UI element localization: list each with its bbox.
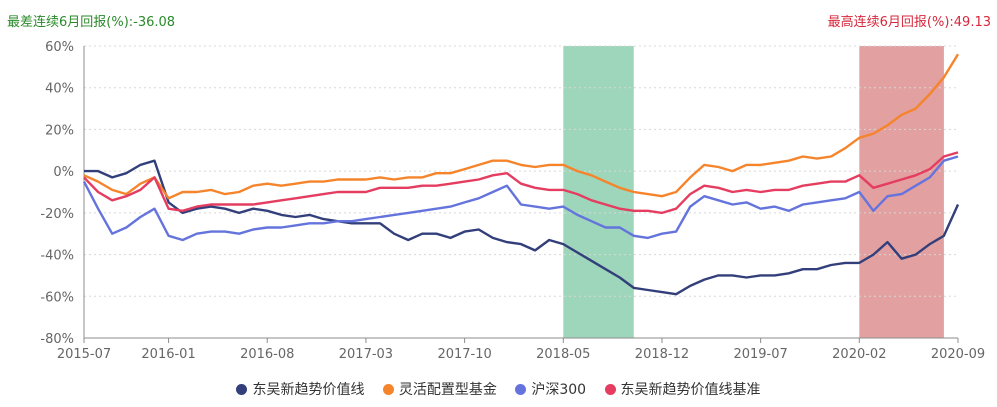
- x-tick-label: 2019-07: [733, 347, 787, 362]
- highlight-band-worst-6m: [563, 46, 634, 338]
- legend-label-hs300: 沪深300: [531, 382, 587, 398]
- x-tick-label: 2018-05: [536, 347, 590, 362]
- legend-label-category: 灵活配置型基金: [398, 382, 497, 398]
- legend-marker-benchmark: [604, 384, 616, 395]
- legend-item-benchmark[interactable]: 东吴新趋势价值线基准: [604, 379, 761, 399]
- best-6m-label: 最高连续6月回报(%):: [827, 15, 954, 30]
- y-tick-label: -60%: [40, 290, 74, 305]
- highlight-band-best-6m: [859, 46, 944, 338]
- worst-6m-value: -36.08: [133, 15, 176, 30]
- best-6m-value: 49.13: [953, 15, 991, 30]
- x-tick-label: 2017-03: [339, 347, 393, 362]
- best-6m-return: 最高连续6月回报(%):49.13: [828, 11, 991, 30]
- y-tick-label: 40%: [45, 82, 74, 97]
- x-tick-label: 2017-10: [437, 347, 491, 362]
- performance-line-chart: -80% -60% -40% -20% 0% 20% 40% 60% 2015-07 2016-0…: [40, 40, 985, 362]
- y-tick-label: -80%: [40, 332, 74, 347]
- worst-6m-label: 最差连续6月回报(%):: [7, 15, 134, 30]
- legend-marker-fund: [236, 384, 248, 395]
- x-tick-label: 2020-09: [931, 347, 985, 362]
- legend-item-fund[interactable]: 东吴新趋势价值线: [236, 379, 364, 399]
- legend-item-category[interactable]: 灵活配置型基金: [382, 379, 497, 399]
- x-tick-label: 2016-01: [141, 347, 195, 362]
- x-tick-label: 2020-02: [832, 347, 886, 362]
- legend-marker-category: [382, 384, 394, 395]
- x-tick-label: 2015-07: [57, 347, 111, 362]
- legend-item-hs300[interactable]: 沪深300: [515, 379, 586, 399]
- x-tick-label: 2016-08: [240, 347, 294, 362]
- legend-marker-hs300: [515, 384, 527, 395]
- y-tick-label: 60%: [45, 40, 74, 55]
- y-tick-label: 0%: [53, 165, 74, 180]
- series-line-benchmark: [83, 151, 959, 215]
- y-tick-label: -20%: [40, 207, 74, 222]
- x-tick-label: 2018-12: [635, 347, 689, 362]
- legend-label-fund: 东吴新趋势价值线: [252, 382, 365, 398]
- chart-legend: 东吴新趋势价值线 灵活配置型基金 沪深300 东吴新趋势价值线基准: [0, 379, 997, 399]
- series-line-category: [83, 53, 960, 200]
- series-line-fund: [84, 159, 960, 296]
- legend-label-benchmark: 东吴新趋势价值线基准: [620, 382, 761, 398]
- y-tick-label: 20%: [45, 123, 74, 138]
- y-tick-label: -40%: [40, 249, 74, 264]
- series-line-hs300: [82, 155, 959, 242]
- worst-6m-return: 最差连续6月回报(%):-36.08: [7, 11, 175, 30]
